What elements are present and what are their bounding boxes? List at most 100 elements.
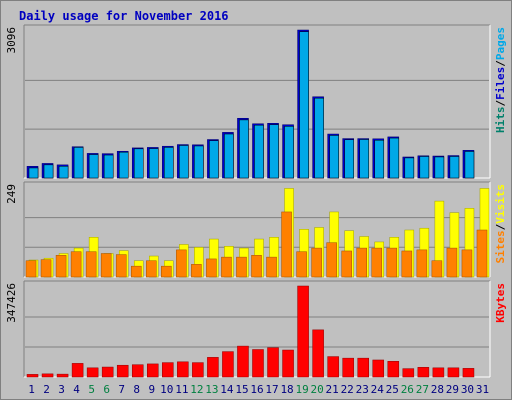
chart-title: Daily usage for November 2016	[19, 9, 229, 23]
kbytes-bar	[162, 362, 174, 378]
kbytes-bar	[56, 373, 69, 378]
files-bar	[284, 126, 294, 179]
x-axis-day-label: 2	[43, 383, 50, 396]
legend-pages: Pages	[494, 27, 507, 60]
sites-bar	[115, 254, 127, 278]
files-bar	[389, 137, 400, 179]
kbytes-bar	[177, 361, 189, 378]
x-axis-day-label: 31	[476, 383, 489, 396]
files-bar	[73, 147, 84, 179]
kbytes-bar	[282, 349, 294, 378]
kbytes-bar	[116, 364, 129, 378]
kbytes-bar	[26, 374, 39, 378]
files-bar	[224, 133, 234, 179]
sites-bar	[25, 260, 37, 278]
sites-bar	[85, 251, 97, 278]
x-axis-day-label: 27	[416, 383, 429, 396]
files-bar	[344, 139, 354, 179]
x-axis-day-label: 23	[356, 383, 369, 396]
sites-bar	[431, 260, 443, 278]
files-bar	[359, 139, 369, 179]
x-axis-day-label: 30	[461, 383, 474, 396]
x-axis-day-label: 25	[386, 383, 399, 396]
x-axis-day-label: 9	[148, 383, 155, 396]
kbytes-bar	[222, 351, 234, 378]
x-axis-day-label: 5	[88, 383, 95, 396]
legend: Hits/Files/Pages	[494, 27, 507, 133]
x-axis-day-label: 26	[401, 383, 414, 396]
files-bar	[43, 164, 54, 179]
y-axis-max-label: 3096	[5, 27, 18, 54]
sites-bar	[281, 211, 292, 278]
files-bar	[404, 157, 415, 179]
kbytes-bar	[432, 367, 445, 378]
kbytes-bar	[41, 373, 54, 378]
sites-bar	[236, 256, 247, 278]
kbytes-bar	[147, 363, 159, 378]
sites-bar	[100, 253, 112, 278]
x-axis-day-label: 4	[73, 383, 80, 396]
legend-kbytes: KBytes	[494, 283, 507, 323]
sites-bar	[40, 259, 52, 278]
sites-bar	[371, 247, 383, 278]
sites-bar	[356, 247, 367, 278]
kbytes-bar	[462, 368, 475, 378]
legend-sites: Sites	[494, 230, 507, 263]
x-axis-day-label: 20	[311, 383, 324, 396]
x-axis-day-label: 21	[326, 383, 339, 396]
kbytes-bar	[131, 364, 144, 378]
x-axis-day-label: 11	[175, 383, 188, 396]
x-axis-day-label: 12	[190, 383, 203, 396]
files-bar	[419, 156, 430, 179]
kbytes-bar	[101, 366, 114, 378]
files-bar	[28, 167, 39, 179]
sites-bar	[251, 255, 262, 278]
sites-bar	[176, 249, 187, 278]
legend-separator: /	[494, 100, 507, 107]
files-bar	[314, 97, 324, 179]
x-axis-day-label: 10	[160, 383, 173, 396]
kbytes-bar	[267, 347, 279, 378]
y-axis-max-label: 249	[5, 184, 18, 204]
kbytes-bar	[207, 357, 219, 378]
x-axis-day-label: 13	[205, 383, 218, 396]
files-bar	[299, 31, 309, 179]
x-axis-day-label: 8	[133, 383, 140, 396]
files-bar	[374, 139, 385, 179]
sites-bar	[221, 256, 232, 278]
sites-bar	[146, 260, 157, 278]
sites-bar	[416, 249, 428, 278]
files-bar	[449, 156, 460, 179]
files-bar	[329, 135, 339, 179]
files-bar	[179, 145, 189, 179]
kbytes-bar	[252, 349, 264, 378]
files-bar	[88, 154, 99, 179]
sites-bar	[55, 255, 67, 278]
kbytes-bar	[402, 368, 415, 378]
sites-bar	[401, 250, 413, 278]
files-bar	[209, 140, 219, 179]
x-axis-day-label: 14	[220, 383, 234, 396]
kbytes-bar	[297, 285, 309, 378]
kbytes-bar	[372, 359, 385, 378]
legend-separator: /	[494, 223, 507, 230]
files-bar	[118, 151, 129, 179]
x-axis-day-label: 29	[446, 383, 459, 396]
files-bar	[164, 147, 174, 179]
files-bar	[254, 124, 264, 179]
kbytes-bar	[71, 363, 84, 378]
sites-bar	[266, 256, 277, 278]
legend: Sites/Visits	[494, 184, 507, 264]
legend-visits: Visits	[494, 184, 507, 224]
files-bar	[239, 119, 249, 179]
kbytes-bar	[417, 367, 430, 378]
sites-bar	[461, 249, 473, 278]
kbytes-bar	[387, 361, 400, 378]
kbytes-bar	[237, 345, 249, 378]
kbytes-bar	[312, 329, 324, 378]
kbytes-bar	[86, 367, 99, 378]
legend-hits: Hits	[494, 107, 507, 134]
files-bar	[464, 151, 475, 179]
